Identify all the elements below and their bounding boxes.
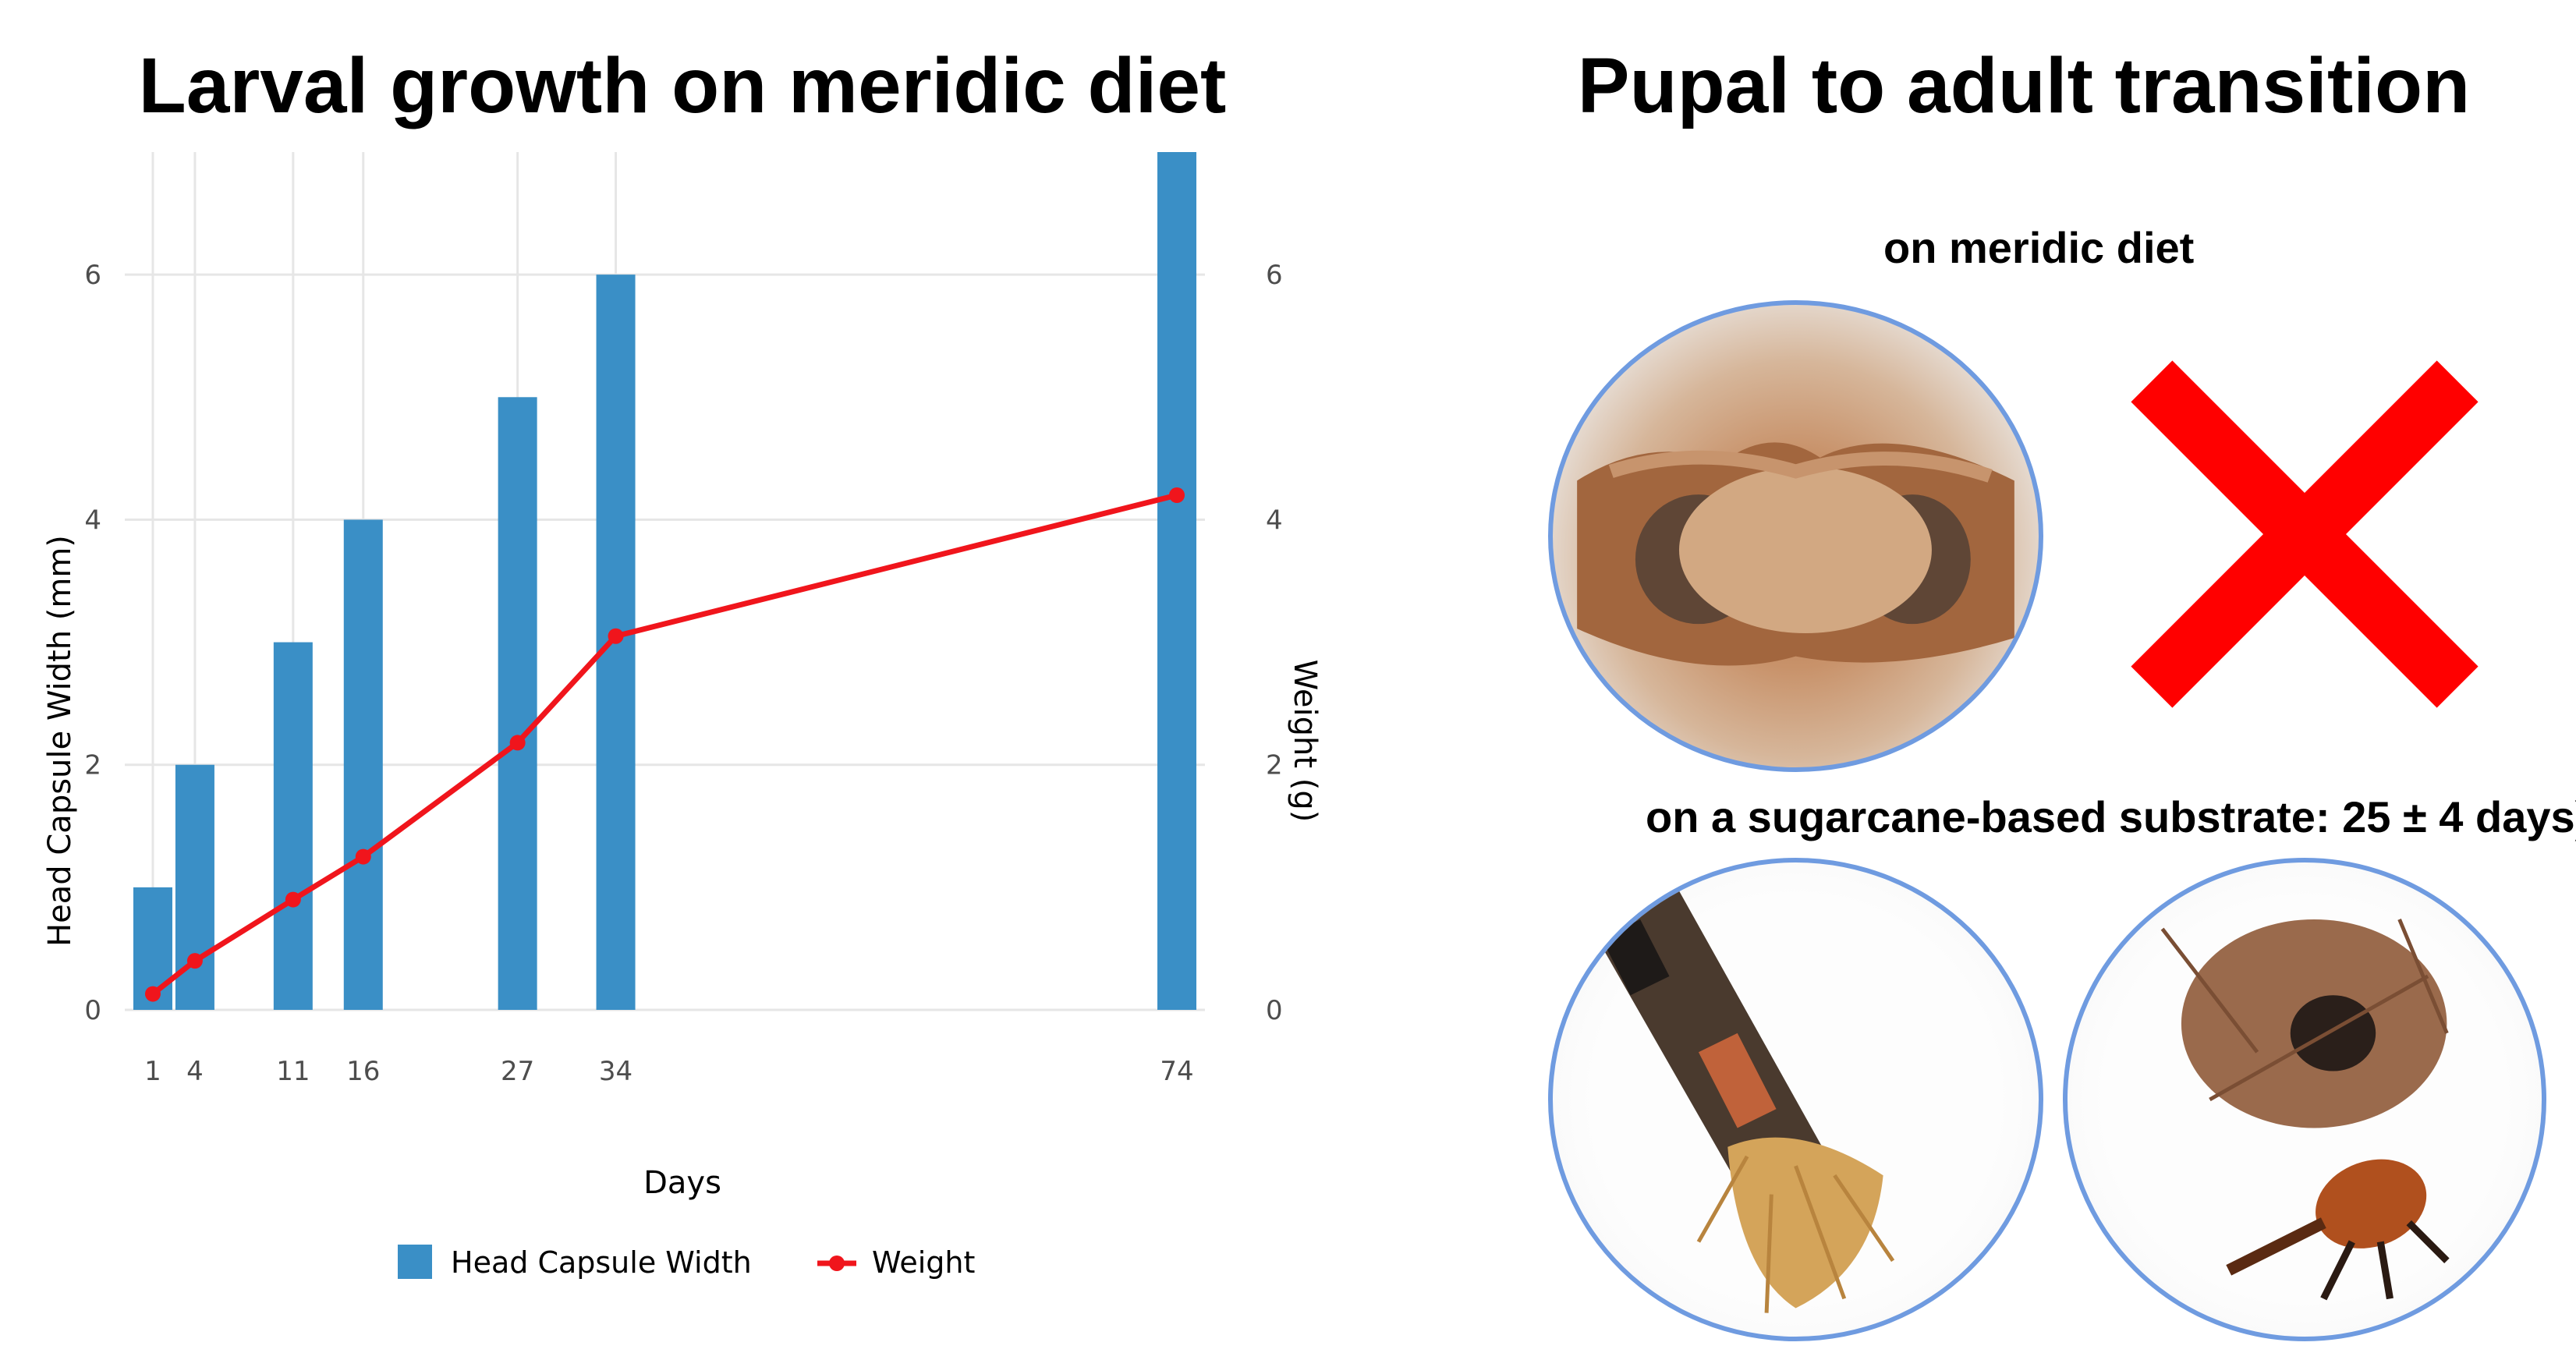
x-axis-title: Days (643, 1165, 721, 1201)
stalk-illustration (1591, 891, 1895, 1313)
legend-line-label: Weight (872, 1245, 975, 1280)
weight-point (355, 848, 371, 865)
x-tick-label: 74 (1160, 1056, 1193, 1087)
x-tick-label: 4 (186, 1056, 204, 1087)
x-tick-label: 34 (599, 1056, 632, 1087)
sugarcane-substrate-label: on a sugarcane-based substrate: 25 ± 4 d… (1646, 792, 2576, 841)
y2-tick-label: 4 (1266, 505, 1283, 536)
y-tick-label: 0 (84, 995, 101, 1026)
pupa-illustration (1577, 442, 2014, 666)
x-tick-label: 11 (276, 1056, 310, 1087)
x-tick-label: 27 (501, 1056, 534, 1087)
y-tick-label: 6 (84, 260, 101, 291)
bar (1157, 152, 1197, 1010)
y2-axis-title: Weight (g) (1287, 660, 1323, 823)
legend-bar-label: Head Capsule Width (451, 1245, 752, 1280)
y-tick-label: 2 (84, 750, 101, 781)
adult-weevil-photo (2063, 858, 2546, 1341)
bar-series (133, 152, 1197, 1011)
x-axis-ticks: 1 4 11 16 27 34 74 (144, 1056, 1194, 1087)
y2-tick-label: 2 (1266, 750, 1283, 781)
weight-point (608, 628, 624, 644)
y-axis-ticks: 0 2 4 6 (84, 260, 101, 1026)
bar (343, 519, 383, 1010)
x-tick-label: 1 (144, 1056, 161, 1087)
line-series (144, 487, 1185, 1002)
y-tick-label: 4 (84, 505, 101, 536)
pupa-photo (1548, 300, 2043, 772)
bar (498, 397, 537, 1010)
y-axis-title: Head Capsule Width (mm) (42, 535, 78, 947)
y2-tick-label: 6 (1266, 260, 1283, 291)
y2-tick-label: 0 (1266, 995, 1283, 1026)
weight-point (285, 891, 301, 908)
cocoon-and-weevil-illustration (2160, 919, 2450, 1301)
weight-point (144, 986, 161, 1002)
meridic-diet-label: on meridic diet (1883, 223, 2195, 272)
y2-axis-ticks: 0 2 4 6 (1266, 260, 1283, 1026)
transition-title: Pupal to adult transition (1577, 42, 2471, 129)
not-viable-cross-icon (2131, 360, 2479, 708)
sugarcane-stalk-photo (1548, 858, 2043, 1341)
legend-bar-swatch (398, 1245, 432, 1279)
x-tick-label: 16 (346, 1056, 380, 1087)
bar (273, 642, 313, 1010)
weight-point (509, 735, 526, 751)
weight-point (1169, 487, 1185, 503)
chart-title: Larval growth on meridic diet (138, 42, 1227, 129)
weight-point (186, 953, 203, 969)
legend-line-marker (829, 1256, 845, 1271)
chart-legend: Head Capsule Width Weight (398, 1245, 975, 1280)
